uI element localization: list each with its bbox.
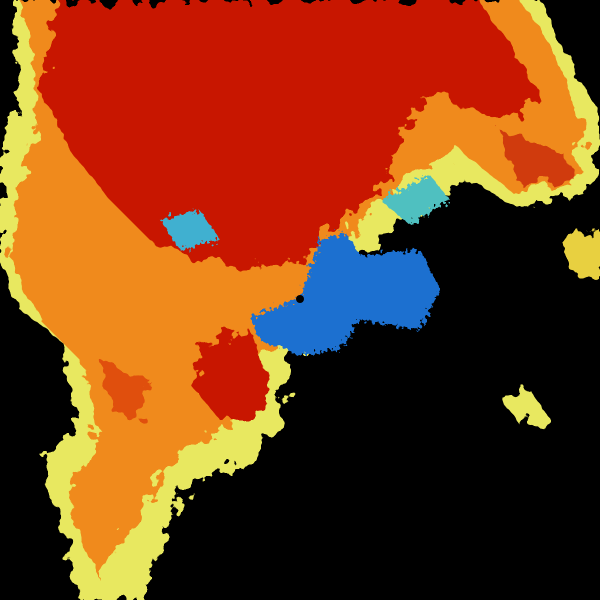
light-rain [560,230,600,280]
clear-air-echo [250,232,440,355]
heavy-rain [40,0,540,270]
radar-site [296,295,304,303]
light-rain [500,390,550,425]
heavy-rain [100,360,150,420]
clear-air-echo [160,210,220,250]
heavy-rain [500,130,575,185]
clear-air-echo [380,175,450,225]
heavy-rain [195,330,270,420]
near-range [160,175,450,355]
